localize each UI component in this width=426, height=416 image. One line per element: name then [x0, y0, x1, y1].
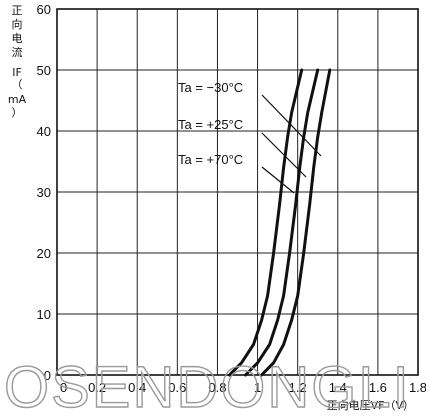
x-axis-label: 正向电压VF（V） — [327, 398, 414, 412]
y-axis-label-char: ） — [12, 106, 23, 119]
plot-frame — [56, 8, 419, 376]
y-tick-label: 30 — [37, 185, 51, 200]
annotations: Ta = −30°C Ta = +25°C Ta = +70°C — [178, 80, 322, 194]
series-line-3 — [228, 68, 304, 377]
x-tick-label: 1.6 — [369, 380, 387, 395]
y-tick-label: 50 — [37, 63, 51, 78]
x-tick-label: 1.4 — [329, 380, 347, 395]
y-axis-label-char: 电 — [12, 32, 23, 45]
y-tick-label: 40 — [37, 124, 51, 139]
x-tick-label: 0.6 — [168, 380, 186, 395]
grid — [56, 8, 419, 376]
watermark: OSENDONGLI — [4, 355, 411, 416]
annotation-leader — [261, 94, 322, 157]
y-axis-label-char: mA — [8, 93, 27, 106]
x-tick-label: 0.2 — [88, 380, 106, 395]
y-tick-label: 20 — [37, 246, 51, 261]
y-tick-labels: 0 10 20 30 40 50 60 — [37, 2, 51, 383]
x-tick-label: 1 — [254, 380, 261, 395]
annotation-label: Ta = −30°C — [178, 80, 243, 95]
x-tick-labels: 0 0.2 0.4 0.6 0.8 1 1.2 1.4 1.6 1.8 — [60, 380, 426, 395]
series-line-2 — [244, 68, 320, 377]
x-tick-label: 1.2 — [289, 380, 307, 395]
annotation-leader — [261, 132, 307, 178]
series-line-1 — [260, 68, 332, 377]
annotation-label: Ta = +25°C — [178, 117, 243, 132]
y-axis-label-char: 向 — [12, 17, 23, 31]
y-tick-label: 10 — [37, 307, 51, 322]
y-tick-label: 60 — [37, 2, 51, 17]
y-axis-label-char: 流 — [12, 45, 23, 59]
x-tick-label: 0.4 — [128, 380, 146, 395]
y-tick-label: 0 — [44, 368, 51, 383]
x-tick-label: 0 — [60, 380, 67, 395]
annotation-label: Ta = +70°C — [178, 152, 243, 167]
y-axis-label-char: 正 — [12, 4, 23, 17]
y-axis-label-char: IF — [12, 66, 22, 79]
series-lines — [228, 68, 332, 377]
x-tick-label: 0.8 — [208, 380, 226, 395]
x-tick-label: 1.8 — [409, 380, 426, 395]
y-axis-label-char: （ — [12, 78, 23, 91]
annotation-leader — [261, 166, 295, 194]
